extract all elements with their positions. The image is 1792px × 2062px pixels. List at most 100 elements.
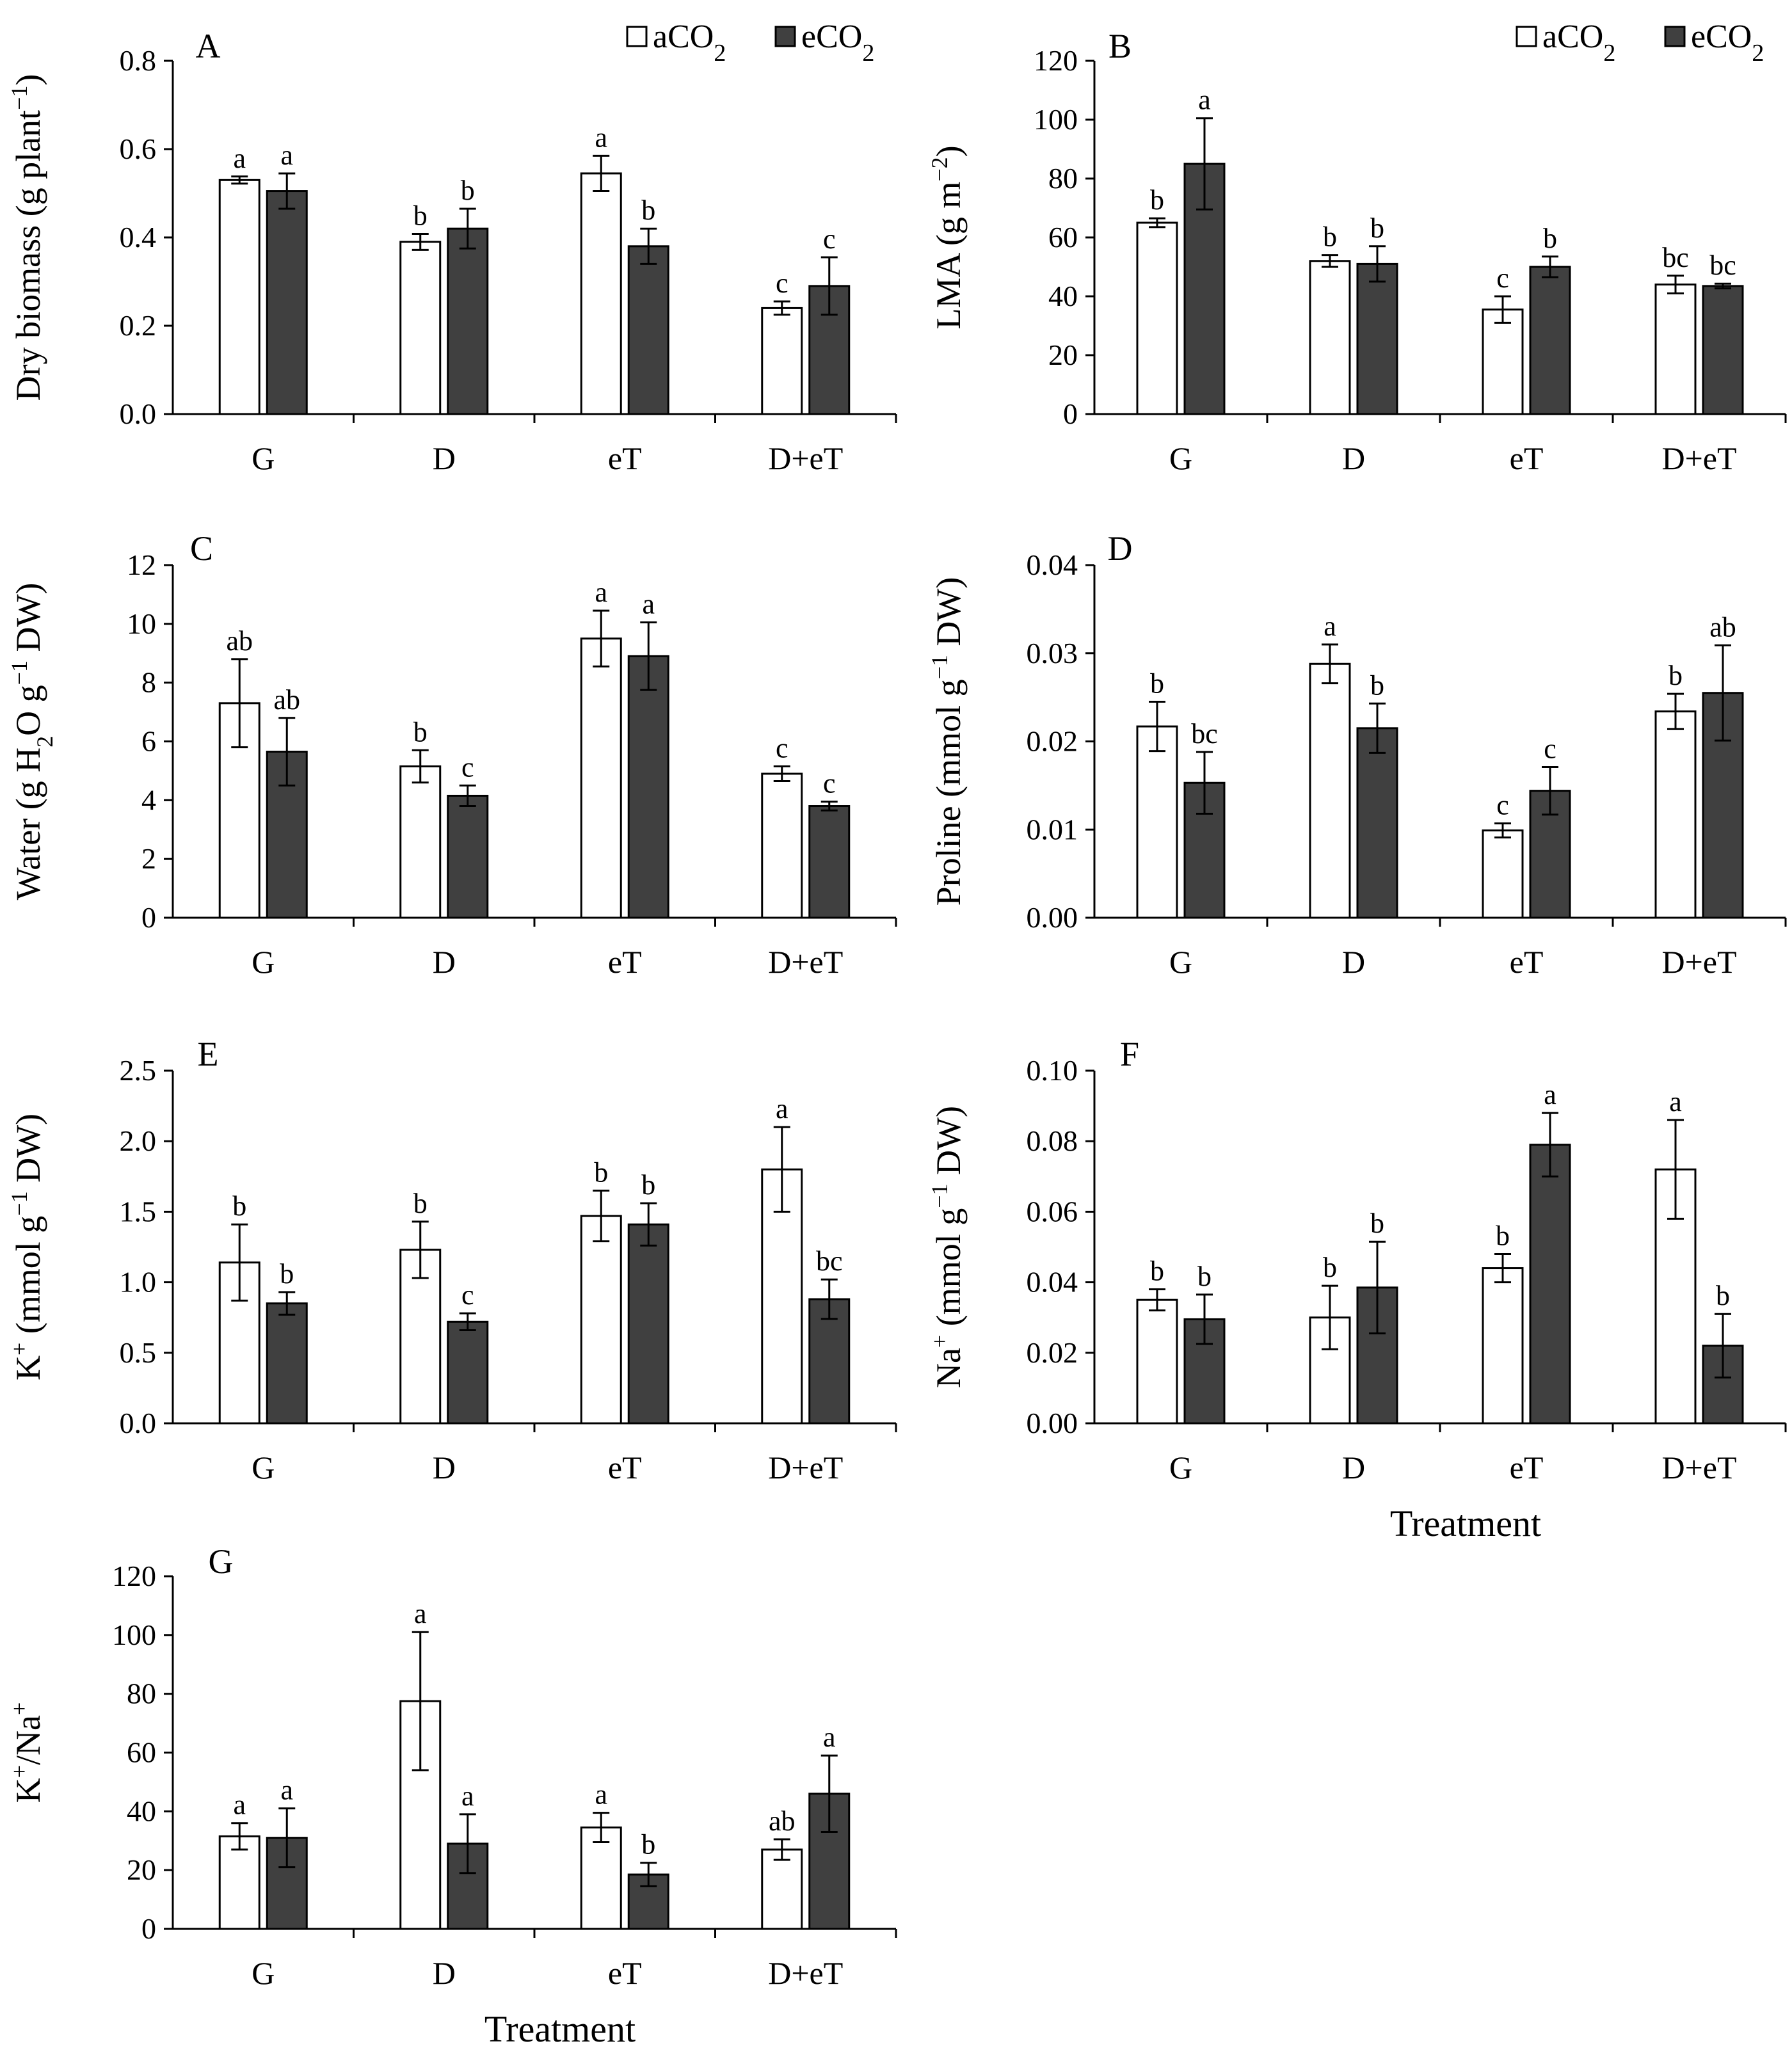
- category-label: eT: [608, 1955, 642, 1991]
- significance-letter: a: [461, 1780, 474, 1812]
- y-tick-label: 120: [112, 1560, 156, 1592]
- y-tick-label: 100: [1034, 103, 1078, 136]
- category-label: D+eT: [768, 440, 843, 476]
- y-tick-label: 100: [112, 1618, 156, 1651]
- significance-letter: b: [1197, 1261, 1212, 1292]
- y-tick-label: 1.5: [120, 1195, 157, 1227]
- significance-letter: a: [233, 1789, 246, 1821]
- y-tick-label: 0: [141, 1912, 156, 1945]
- bar-aCO2-G: [1136, 725, 1178, 919]
- significance-letter: c: [823, 223, 836, 255]
- legend-swatch-aCO2: [1516, 26, 1537, 47]
- panel-D: 0.000.010.020.030.04bbcGabDcceTbabD+eTDP…: [927, 529, 1787, 980]
- category-label: G: [252, 944, 275, 980]
- significance-letter: a: [823, 1722, 836, 1753]
- bar-eCO2-eT: [627, 655, 669, 919]
- significance-letter: b: [232, 1190, 246, 1222]
- y-axis-label: LMA (g m−2): [927, 145, 968, 329]
- bar-eCO2-D: [1356, 262, 1398, 415]
- bar-aCO2-G: [218, 1835, 260, 1930]
- category-label: D: [1342, 440, 1365, 476]
- y-tick-label: 2.0: [120, 1124, 157, 1157]
- panel-letter: C: [190, 529, 213, 568]
- significance-letter: a: [1198, 84, 1211, 116]
- category-label: G: [252, 1955, 275, 1991]
- y-tick-label: 0.03: [1027, 637, 1078, 669]
- significance-letter: a: [233, 143, 246, 174]
- bar-eCO2-eT: [627, 245, 669, 415]
- significance-letter: b: [1716, 1280, 1730, 1311]
- significance-letter: b: [280, 1258, 294, 1290]
- y-tick-label: 0.04: [1027, 1266, 1078, 1299]
- significance-letter: a: [1669, 1086, 1682, 1117]
- y-tick-label: 0.00: [1027, 1407, 1078, 1439]
- category-label: D+eT: [1661, 1450, 1736, 1485]
- significance-letter: b: [461, 175, 475, 206]
- category-label: G: [1169, 440, 1192, 476]
- bar-eCO2-eT: [627, 1223, 669, 1425]
- legend-label-eCO2: eCO2: [1691, 19, 1764, 67]
- bar-aCO2-D: [399, 241, 442, 415]
- significance-letter: a: [595, 1779, 607, 1810]
- y-tick-label: 1.0: [120, 1266, 157, 1299]
- bar-aCO2-eT: [580, 1215, 622, 1425]
- bar-aCO2-D+eT: [761, 772, 803, 919]
- panel-letter: A: [196, 27, 221, 65]
- y-tick-label: 0.01: [1027, 813, 1078, 845]
- significance-letter: b: [1323, 1252, 1337, 1283]
- significance-letter: c: [461, 751, 474, 783]
- y-axis-label: K+ (mmol g−1 DW): [6, 1114, 47, 1380]
- significance-letter: a: [595, 122, 607, 153]
- significance-letter: a: [595, 577, 607, 608]
- panel-letter: G: [209, 1542, 234, 1581]
- bar-aCO2-eT: [580, 172, 622, 415]
- bar-aCO2-D: [399, 765, 442, 919]
- legend-label-aCO2: aCO2: [653, 19, 726, 67]
- y-tick-label: 0.8: [120, 44, 157, 77]
- significance-letter: c: [1496, 790, 1509, 821]
- significance-letter: b: [413, 200, 428, 231]
- category-label: D: [1342, 1450, 1365, 1485]
- y-tick-label: 12: [127, 548, 156, 581]
- category-label: D+eT: [1661, 440, 1736, 476]
- category-label: eT: [608, 1450, 642, 1485]
- bar-eCO2-D: [1356, 727, 1398, 919]
- significance-letter: c: [1544, 733, 1556, 764]
- x-axis-title: Treatment: [484, 2008, 636, 2050]
- significance-letter: ab: [1709, 611, 1736, 643]
- significance-letter: a: [280, 1775, 293, 1806]
- category-label: G: [252, 1450, 275, 1485]
- significance-letter: bc: [1662, 242, 1689, 273]
- y-tick-label: 0: [141, 901, 156, 934]
- y-tick-label: 80: [127, 1677, 156, 1710]
- bar-aCO2-D: [1309, 260, 1351, 415]
- significance-letter: a: [414, 1598, 427, 1629]
- category-label: eT: [1510, 1450, 1544, 1485]
- y-tick-label: 0.04: [1027, 548, 1078, 581]
- bar-eCO2-D: [447, 794, 489, 919]
- category-label: eT: [1510, 440, 1544, 476]
- y-tick-label: 20: [1048, 339, 1078, 371]
- significance-letter: bc: [1709, 250, 1736, 281]
- y-tick-label: 120: [1034, 44, 1078, 77]
- y-axis-label: Na+ (mmol g−1 DW): [927, 1106, 968, 1388]
- y-tick-label: 0.00: [1027, 901, 1078, 934]
- significance-letter: b: [413, 716, 428, 747]
- category-label: G: [252, 440, 275, 476]
- bar-eCO2-D: [447, 227, 489, 415]
- category-label: D: [1342, 944, 1365, 980]
- significance-letter: a: [280, 140, 293, 171]
- legend-swatch-aCO2: [626, 26, 648, 47]
- significance-letter: c: [776, 733, 788, 764]
- significance-letter: b: [594, 1156, 608, 1188]
- bar-aCO2-eT: [1482, 1267, 1524, 1425]
- significance-letter: b: [1150, 668, 1164, 699]
- bar-eCO2-D+eT: [1702, 285, 1744, 415]
- category-label: eT: [1510, 944, 1544, 980]
- x-axis-title: Treatment: [1390, 1503, 1541, 1544]
- significance-letter: a: [1324, 611, 1336, 642]
